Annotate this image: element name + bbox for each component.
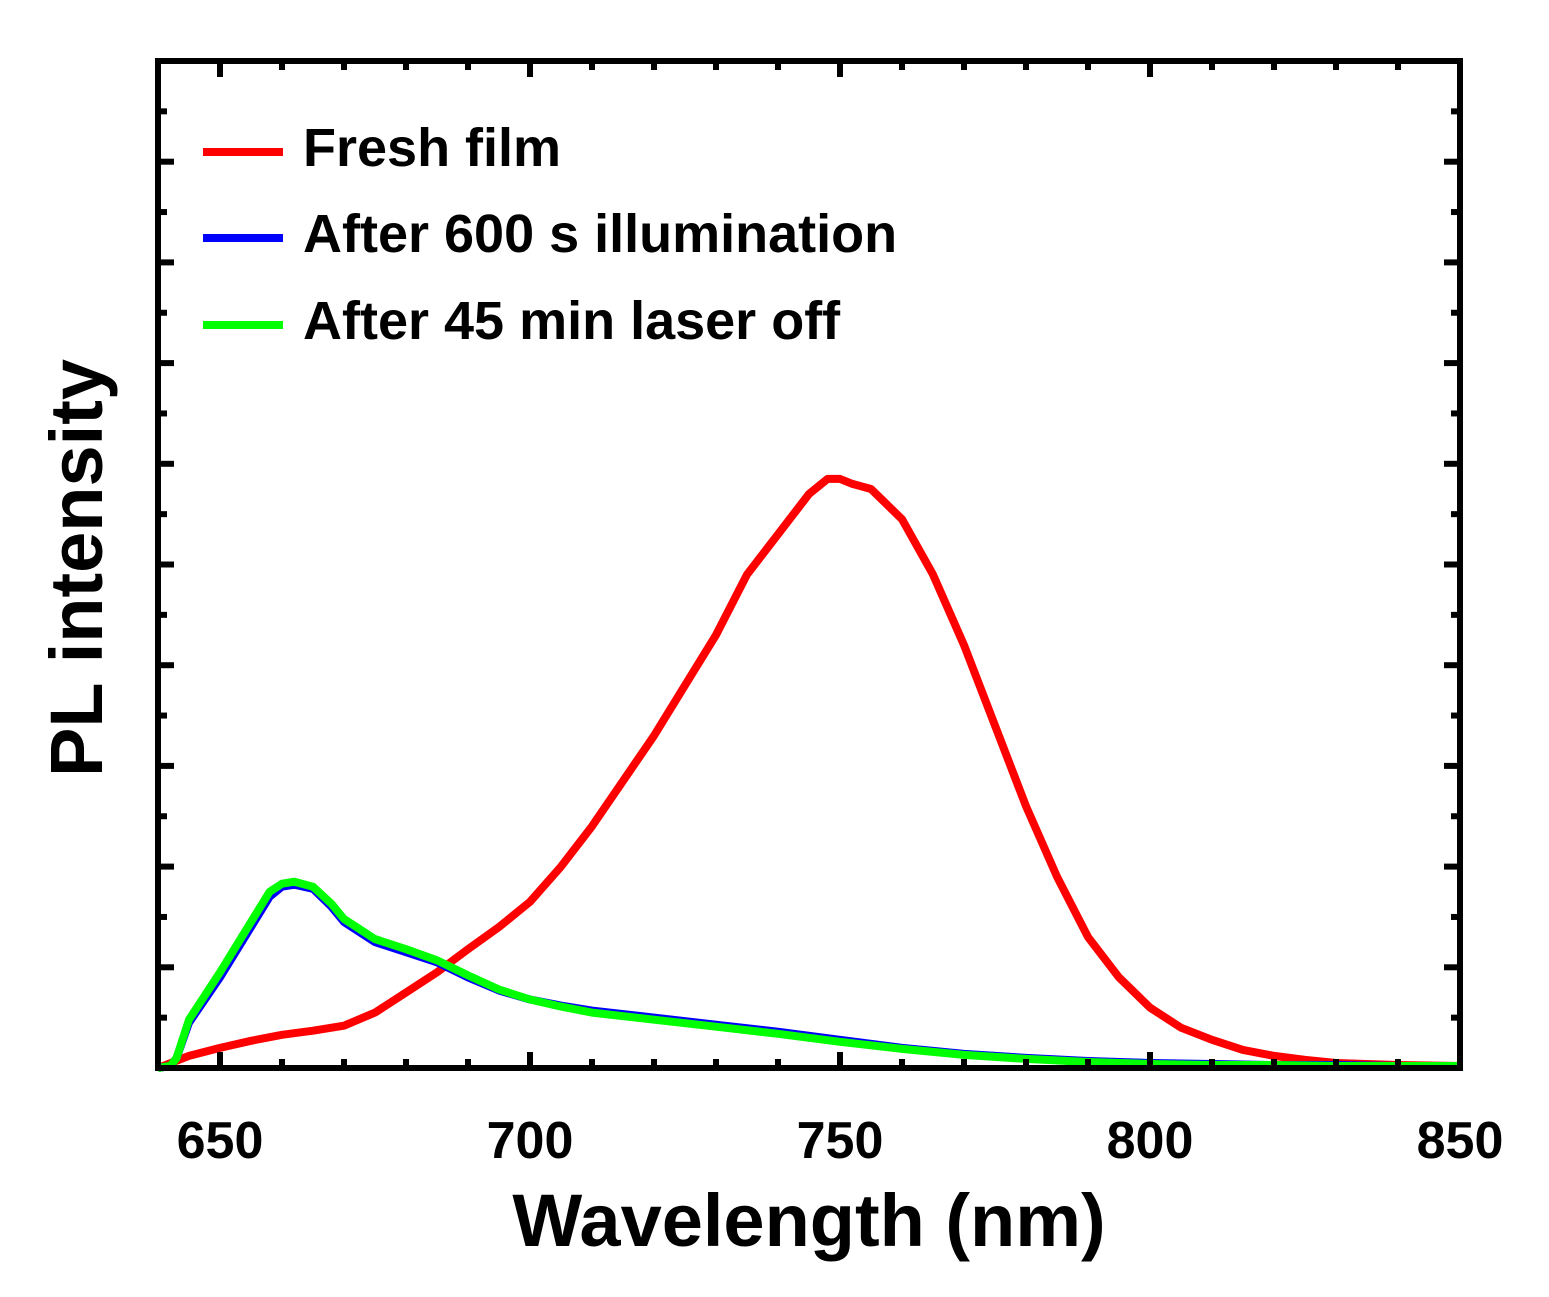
x-tick-label: 650 — [177, 1112, 264, 1170]
legend-label-fresh-film: Fresh film — [303, 118, 561, 178]
series-line-0 — [156, 474, 1461, 1072]
series-layer — [156, 474, 1461, 1072]
x-tick-label: 800 — [1107, 1112, 1194, 1170]
legend-label-after-45min: After 45 min laser off — [303, 291, 841, 351]
tick-layer — [155, 61, 1463, 1068]
x-tick-label: 850 — [1417, 1112, 1504, 1170]
x-tick-label: 700 — [487, 1112, 574, 1170]
x-axis-title: Wavelength (nm) — [512, 1179, 1105, 1262]
x-tick-label: 750 — [797, 1112, 884, 1170]
legend-label-after-600s: After 600 s illumination — [303, 204, 897, 264]
legend: Fresh film After 600 s illumination Afte… — [203, 118, 897, 351]
y-axis-title: PL intensity — [35, 359, 118, 777]
tick-label-layer: 650 700 750 800 850 — [177, 1112, 1504, 1170]
series-line-2 — [157, 877, 1460, 1072]
